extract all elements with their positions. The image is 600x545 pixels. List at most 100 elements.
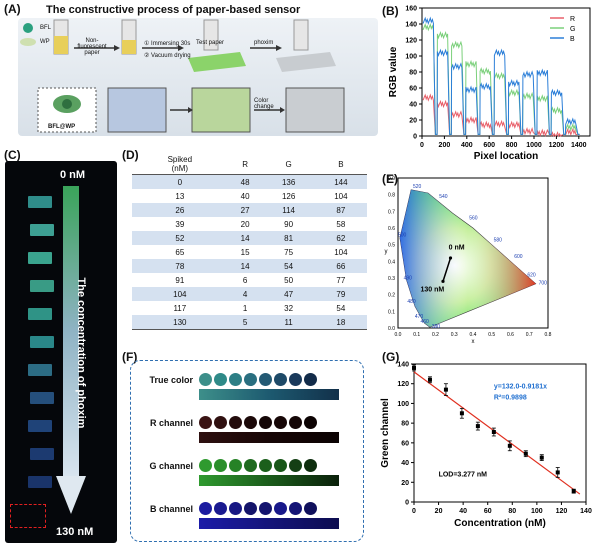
table-row: 117 1 32 54 bbox=[132, 301, 367, 315]
wavelength-label: 700 bbox=[539, 281, 548, 287]
wavelength-label: 540 bbox=[439, 194, 448, 200]
table-cell: 87 bbox=[314, 203, 367, 217]
channel-dot bbox=[229, 373, 242, 386]
channel-dot bbox=[274, 373, 287, 386]
wp-legend-dot bbox=[20, 38, 36, 46]
channel-dot bbox=[214, 416, 227, 429]
test-strip bbox=[30, 336, 54, 348]
channel-dots bbox=[199, 373, 319, 387]
channel-label: R channel bbox=[149, 418, 193, 428]
panel-c: (C) 0 nM 130 nM The concentration of pho… bbox=[0, 146, 118, 544]
table-row: 65 15 75 104 bbox=[132, 245, 367, 259]
channel-dot bbox=[304, 459, 317, 472]
legend-wp-text: WP bbox=[40, 39, 50, 45]
wavelength-label: 490 bbox=[404, 276, 413, 282]
table-cell: 58 bbox=[336, 219, 346, 229]
channel-dot bbox=[229, 502, 242, 515]
x-tick-label: 0.4 bbox=[470, 332, 477, 338]
channel-dot bbox=[259, 459, 272, 472]
table-cell: 126 bbox=[281, 191, 296, 201]
channel-bar bbox=[199, 475, 339, 486]
y-tick-label: 140 bbox=[397, 362, 409, 369]
table-cell: 54 bbox=[262, 259, 315, 273]
panel-f: (F) True color R channel G channel B channe… bbox=[120, 350, 365, 545]
table-cell: 32 bbox=[284, 303, 294, 313]
x-tick-label: 80 bbox=[508, 508, 516, 515]
x-tick-label: 200 bbox=[439, 142, 451, 149]
x-tick-label: 100 bbox=[531, 508, 543, 515]
y-tick-label: 120 bbox=[397, 381, 409, 388]
table-row: 130 5 11 18 bbox=[132, 315, 367, 330]
rgb-profile-chart: 0 200 400 600 800 1000 1200 1400 0 20 40 60 80 100 120… bbox=[388, 6, 591, 162]
channel-dot bbox=[289, 416, 302, 429]
fit-line bbox=[413, 371, 581, 495]
table-header-cell: Spiked (nM) bbox=[132, 154, 228, 175]
table-cell: 15 bbox=[240, 247, 250, 257]
x-tick-label: 140 bbox=[580, 508, 592, 515]
label-0-nm: 0 nM bbox=[449, 245, 465, 252]
channel-dot bbox=[304, 502, 317, 515]
test-paper-text: Test paper bbox=[196, 40, 225, 46]
panel-a: (A) The constructive process of paper-ba… bbox=[0, 0, 380, 138]
table-row: 13 40 126 104 bbox=[132, 189, 367, 203]
table-cell: 78 bbox=[132, 259, 228, 273]
panel-e-label: (E) bbox=[382, 172, 398, 186]
table-cell: 130 bbox=[132, 315, 228, 330]
table-row: 104 4 47 79 bbox=[132, 287, 367, 301]
wavelength-label: 480 bbox=[407, 299, 416, 305]
table-cell: 90 bbox=[284, 219, 294, 229]
data-point bbox=[555, 470, 560, 475]
table-cell: 14 bbox=[227, 231, 263, 245]
table-row: 39 20 90 58 bbox=[132, 217, 367, 231]
tube-1-fill bbox=[54, 36, 68, 54]
x-tick-label: 400 bbox=[461, 142, 473, 149]
x-tick-label: 0 bbox=[420, 142, 424, 149]
data-point bbox=[539, 455, 544, 460]
channel-dot bbox=[259, 416, 272, 429]
wavelength-label: 560 bbox=[469, 216, 478, 222]
test-strip bbox=[30, 392, 54, 404]
wavelength-label: 580 bbox=[494, 237, 503, 243]
x-tick-label: 20 bbox=[435, 508, 443, 515]
table-cell: 144 bbox=[314, 174, 367, 189]
y-tick-label: 0.2 bbox=[388, 293, 395, 299]
channel-dots bbox=[199, 502, 319, 516]
channel-row: B channel bbox=[137, 502, 362, 544]
label-130-nm: 130 nM bbox=[421, 286, 445, 293]
series-line-B bbox=[422, 16, 580, 135]
fit-equation: y=132.0-0.9181x bbox=[494, 384, 547, 391]
color-overlay bbox=[399, 189, 536, 328]
x-tick-label: 0.0 bbox=[395, 332, 402, 338]
channel-bar bbox=[199, 389, 339, 400]
x-tick-label: 800 bbox=[506, 142, 518, 149]
channel-label: B channel bbox=[149, 504, 193, 514]
top-label: 0 nM bbox=[60, 169, 86, 181]
channel-row: R channel bbox=[137, 416, 362, 458]
test-strip bbox=[30, 448, 54, 460]
x-tick-label: 0.8 bbox=[545, 332, 552, 338]
test-strip bbox=[28, 476, 52, 488]
channel-dots bbox=[199, 459, 319, 473]
table-cell: 6 bbox=[242, 275, 248, 285]
y-tick-label: 100 bbox=[405, 54, 417, 61]
channel-dot bbox=[199, 502, 212, 515]
channel-dot bbox=[214, 502, 227, 515]
x-tick-label: 600 bbox=[483, 142, 495, 149]
test-strip bbox=[28, 308, 52, 320]
y-tick-label: 60 bbox=[401, 440, 409, 447]
plot-frame bbox=[413, 363, 587, 503]
x-tick-label: 0.3 bbox=[451, 332, 458, 338]
x-tick-label: 40 bbox=[459, 508, 467, 515]
y-tick-label: 140 bbox=[405, 22, 417, 29]
x-tick-label: 1400 bbox=[571, 142, 587, 149]
table-body: 0 48 136 144 13 40 126 104 26 27 114 87 39 20 90 58 52 14… bbox=[132, 174, 367, 330]
test-strip bbox=[30, 280, 54, 292]
y-tick-label: 160 bbox=[405, 6, 417, 13]
y-tick-label: 0.6 bbox=[388, 226, 395, 232]
wavelength-label: 460 bbox=[421, 319, 430, 325]
y-tick-label: 80 bbox=[409, 70, 417, 77]
table-row: 78 14 54 66 bbox=[132, 259, 367, 273]
table-header-cell: B bbox=[314, 154, 367, 175]
table-cell: 66 bbox=[314, 259, 367, 273]
tube-2-fill bbox=[122, 40, 136, 54]
